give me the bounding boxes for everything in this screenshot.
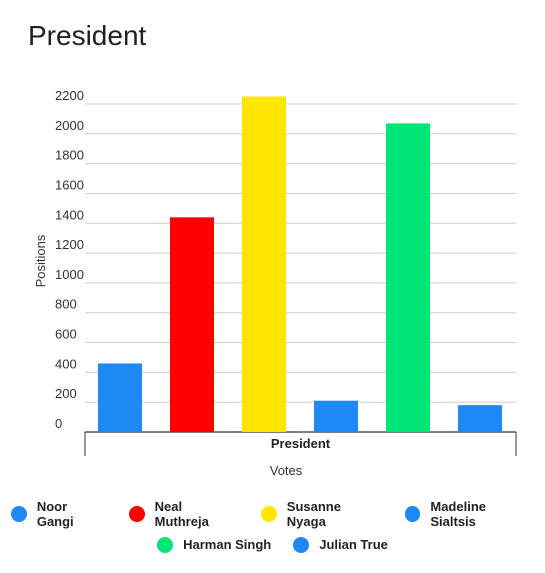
- legend-swatch-icon: [11, 505, 27, 522]
- y-axis-title: Positions: [33, 234, 48, 287]
- y-tick-label: 1000: [55, 267, 84, 282]
- x-axis-title: Votes: [270, 463, 303, 478]
- bar-julian-true[interactable]: [458, 405, 502, 432]
- legend-item[interactable]: Neal Muthreja: [128, 498, 239, 529]
- x-category-label: President: [271, 436, 331, 451]
- chart-title: President: [28, 20, 147, 51]
- y-tick-label: 1600: [55, 177, 84, 192]
- y-tick-label: 400: [55, 356, 77, 371]
- legend-label: Julian True: [319, 537, 388, 552]
- y-axis-ticks: 0 200 400 600 800 1000 1200 1400 1600 1800 2000 220…: [55, 88, 84, 431]
- y-tick-label: 600: [55, 327, 77, 342]
- bar-susanne-nyaga[interactable]: [242, 96, 286, 432]
- y-tick-label: 1800: [55, 148, 84, 163]
- legend-label: Harman Singh: [183, 537, 272, 552]
- bar-neal-muthreja[interactable]: [170, 217, 214, 432]
- y-tick-label: 2200: [55, 88, 84, 103]
- bar-harman-singh[interactable]: [386, 123, 430, 432]
- legend-item[interactable]: Madeline Sialtsis: [404, 498, 534, 529]
- legend-label: Noor Gangi: [36, 498, 74, 529]
- legend-item[interactable]: Noor Gangi: [11, 499, 107, 529]
- legend-label: Susanne Nyaga: [286, 498, 341, 529]
- gridlines: [85, 103, 516, 433]
- y-tick-label: 2000: [55, 118, 84, 133]
- legend-item[interactable]: Harman Singh: [157, 536, 272, 553]
- legend-label: Neal Muthreja: [154, 498, 209, 529]
- legend-label: Madeline Sialtsis: [430, 498, 486, 529]
- y-tick-label: 0: [55, 416, 62, 431]
- bars: [98, 96, 502, 432]
- legend-swatch-icon: [128, 505, 145, 522]
- legend: Noor Gangi Neal Muthreja Susanne Nyaga Made…: [0, 498, 545, 560]
- legend-row: Harman Singh Julian True: [0, 529, 545, 560]
- legend-item[interactable]: Julian True: [293, 536, 388, 553]
- x-axis: President: [84, 432, 517, 456]
- bar-noor-gangi[interactable]: [98, 363, 142, 432]
- y-tick-label: 800: [55, 297, 77, 312]
- legend-swatch-icon: [260, 505, 277, 522]
- legend-item[interactable]: Susanne Nyaga: [260, 498, 383, 529]
- y-tick-label: 1200: [55, 237, 84, 252]
- y-tick-label: 1400: [55, 207, 84, 222]
- bar-madeline-sialtsis[interactable]: [314, 400, 358, 432]
- legend-row: Noor Gangi Neal Muthreja Susanne Nyaga Made…: [0, 498, 545, 529]
- legend-swatch-icon: [404, 505, 421, 522]
- legend-swatch-icon: [157, 536, 174, 553]
- legend-swatch-icon: [293, 536, 310, 553]
- y-tick-label: 200: [55, 386, 77, 401]
